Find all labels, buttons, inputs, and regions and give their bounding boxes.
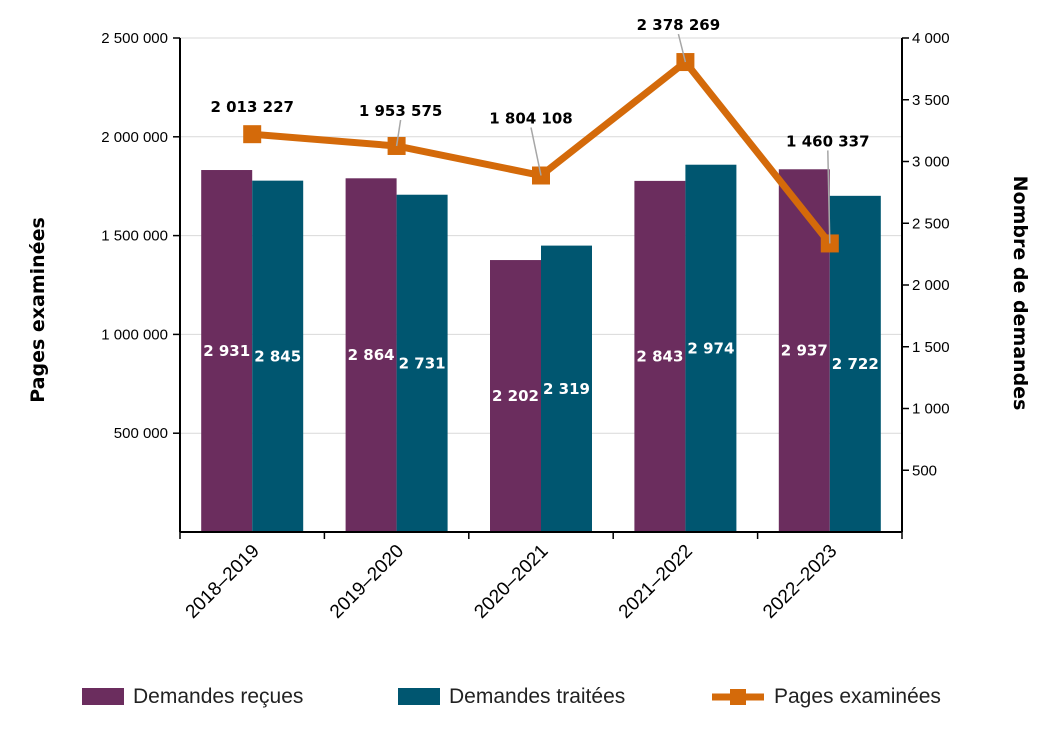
bar-demandes-traitees-label: 2 731 — [399, 354, 446, 372]
line-pages-examinees — [251, 57, 833, 246]
category-label: 2020–2021 — [470, 541, 552, 623]
bar-series — [201, 164, 881, 533]
bar-demandes-traitees — [252, 180, 304, 532]
y2-tick-label: 1 500 — [912, 339, 950, 356]
bar-demandes-recues-label: 2 931 — [203, 342, 250, 360]
y2-tick-label: 1 000 — [912, 401, 950, 418]
line-point-label: 1 804 108 — [489, 110, 573, 128]
bar-demandes-recues — [345, 178, 397, 532]
bar-demandes-recues-label: 2 864 — [348, 346, 395, 364]
y2-tick-label: 3 500 — [912, 92, 950, 109]
y2-tick-label: 2 000 — [912, 277, 950, 294]
line-point-label: 2 013 227 — [210, 98, 294, 116]
y-tick-label: 2 500 000 — [101, 30, 168, 47]
legend-label-pages-examinees: Pages examinées — [774, 685, 941, 708]
legend: Demandes reçues Demandes traitées Pages … — [82, 685, 941, 708]
y-tick-label: 2 000 000 — [101, 129, 168, 146]
bar-demandes-recues-label: 2 843 — [636, 347, 683, 365]
legend-swatch-demandes-traitees — [398, 688, 440, 705]
bar-demandes-traitees — [685, 164, 737, 532]
bar-demandes-recues-label: 2 937 — [781, 342, 828, 360]
y-tick-label: 1 000 000 — [101, 326, 168, 343]
leader-line — [530, 127, 542, 176]
leader-line — [827, 150, 831, 244]
line-series — [243, 53, 839, 253]
legend-label-demandes-recues: Demandes reçues — [133, 685, 303, 708]
bar-demandes-recues — [634, 180, 686, 532]
bar-demandes-traitees-label: 2 845 — [254, 347, 301, 365]
y-axis-title: Pages examinées — [27, 217, 49, 403]
y2-tick-label: 4 000 — [912, 30, 950, 47]
legend-marker-pages-examinees — [730, 689, 746, 705]
bar-demandes-traitees-label: 2 974 — [687, 339, 734, 357]
bar-demandes-recues — [490, 260, 541, 532]
y-tick-label: 1 500 000 — [101, 228, 168, 245]
line-point-label: 1 460 337 — [786, 132, 870, 150]
y2-tick-label: 2 500 — [912, 215, 950, 232]
y2-axis-title: Nombre de demandes — [1009, 176, 1031, 411]
y2-tick-label: 3 000 — [912, 154, 950, 171]
bar-demandes-traitees-label: 2 722 — [832, 355, 879, 373]
line-point-marker — [243, 125, 262, 144]
leader-line — [677, 33, 687, 63]
leader-line — [395, 119, 402, 147]
line-point-label: 1 953 575 — [359, 102, 443, 120]
bar-demandes-recues — [201, 170, 253, 533]
data-labels: 2 931 2 845 2 864 2 731 2 202 2 319 2 843 2 974… — [203, 16, 879, 405]
bar-demandes-traitees — [541, 245, 592, 532]
legend-label-demandes-traitees: Demandes traitées — [449, 685, 625, 708]
category-label: 2021–2022 — [615, 541, 697, 623]
category-label: 2018–2019 — [182, 541, 264, 623]
legend-swatch-demandes-recues — [82, 688, 124, 705]
y2-tick-label: 500 — [912, 462, 937, 479]
bar-demandes-traitees-label: 2 319 — [543, 380, 590, 398]
bar-demandes-traitees — [396, 194, 448, 532]
bar-demandes-recues-label: 2 202 — [492, 387, 539, 405]
category-label: 2019–2020 — [326, 541, 408, 623]
category-label: 2022–2023 — [759, 541, 841, 623]
y-tick-label: 500 000 — [114, 425, 168, 442]
line-point-label: 2 378 269 — [637, 16, 721, 34]
